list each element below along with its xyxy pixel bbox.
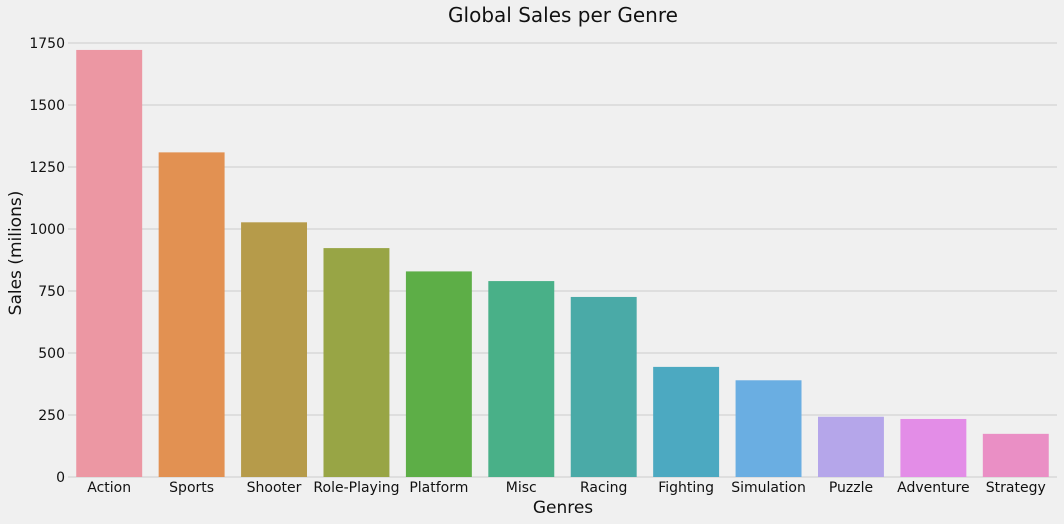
x-tick-label: Misc: [506, 480, 537, 496]
bar-shooter: [241, 222, 308, 477]
y-tick-label: 0: [56, 470, 65, 486]
bar-role-playing: [323, 248, 390, 477]
bar-puzzle: [817, 416, 884, 477]
x-tick-label: Platform: [409, 480, 468, 496]
x-tick-label: Puzzle: [829, 480, 873, 496]
bar-action: [76, 49, 143, 477]
x-tick-label: Sports: [169, 480, 214, 496]
x-tick-label: Action: [87, 480, 131, 496]
bar-platform: [405, 271, 472, 477]
x-tick-label: Role-Playing: [313, 480, 399, 496]
x-tick-label: Simulation: [731, 480, 806, 496]
y-axis-ticks: 0 250 500 750 1000 1250 1500 1750: [29, 36, 65, 486]
y-tick-label: 750: [38, 284, 65, 300]
x-tick-label: Shooter: [247, 480, 302, 496]
bar-adventure: [900, 418, 967, 477]
bar-strategy: [982, 433, 1049, 477]
y-tick-label: 1000: [29, 222, 65, 238]
bar-racing: [570, 296, 637, 477]
x-tick-label: Fighting: [658, 480, 714, 496]
y-tick-label: 1500: [29, 98, 65, 114]
x-tick-label: Adventure: [897, 480, 969, 496]
y-tick-label: 250: [38, 408, 65, 424]
x-tick-label: Strategy: [986, 480, 1046, 496]
x-tick-label: Racing: [580, 480, 627, 496]
chart-title: Global Sales per Genre: [448, 3, 678, 27]
x-axis-ticks: Action Sports Shooter Role-Playing Platform M…: [87, 480, 1046, 496]
y-axis-label: Sales (milions): [6, 191, 26, 316]
bar-sports: [158, 152, 225, 478]
y-tick-label: 500: [38, 346, 65, 362]
grid-lines: [68, 42, 1057, 478]
bars: [76, 49, 1049, 478]
bar-fighting: [653, 366, 720, 477]
bar-simulation: [735, 380, 802, 477]
y-tick-label: 1250: [29, 160, 65, 176]
x-axis-label: Genres: [533, 498, 593, 518]
bar-misc: [488, 281, 555, 477]
y-tick-label: 1750: [29, 36, 65, 52]
